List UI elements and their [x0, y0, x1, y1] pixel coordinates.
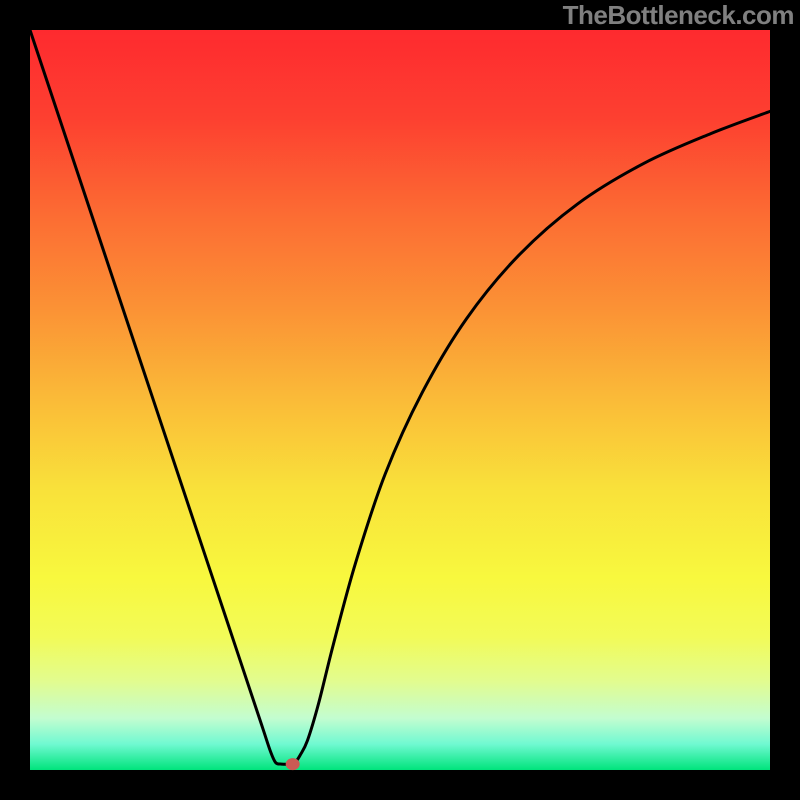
chart-container: TheBottleneck.com	[0, 0, 800, 800]
watermark-text: TheBottleneck.com	[563, 0, 794, 31]
gradient-background	[30, 30, 770, 770]
bottleneck-chart	[0, 0, 800, 800]
optimal-point-marker	[286, 758, 300, 770]
